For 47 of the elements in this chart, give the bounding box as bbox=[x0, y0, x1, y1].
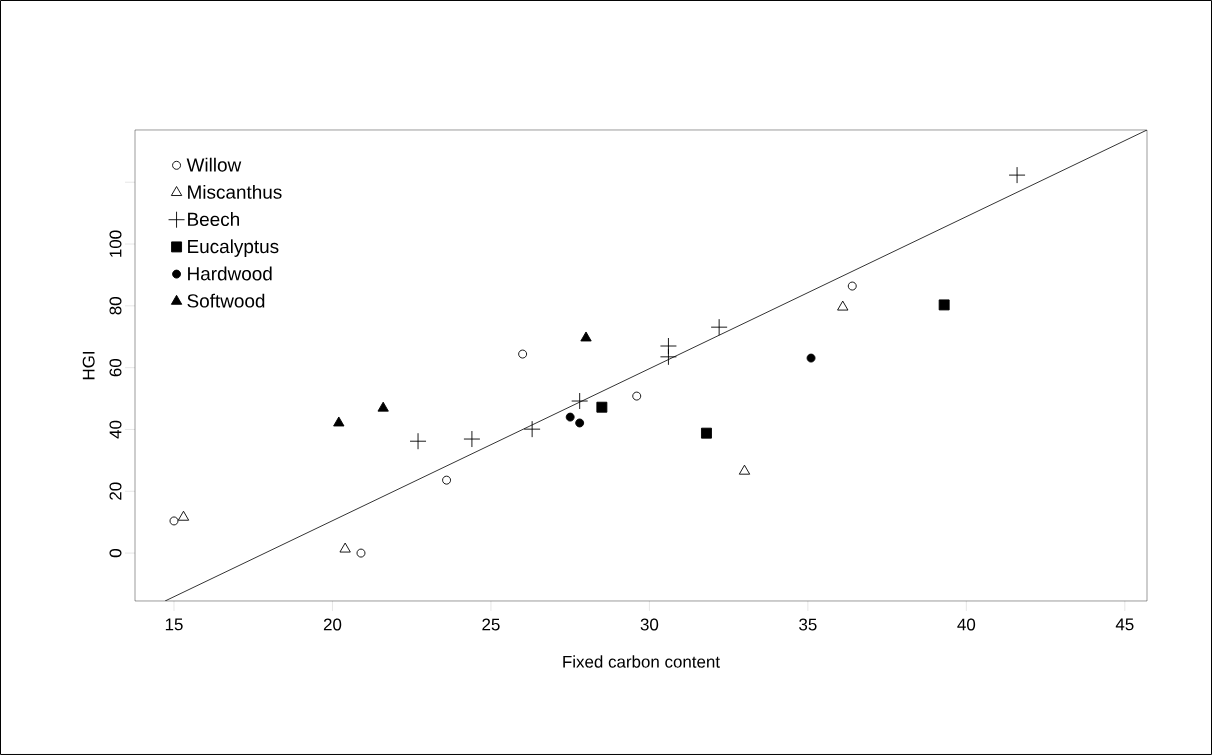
point bbox=[710, 318, 728, 336]
point bbox=[333, 416, 345, 427]
point bbox=[837, 300, 849, 311]
x-tick-label: 15 bbox=[165, 618, 183, 631]
point bbox=[806, 353, 816, 363]
point bbox=[847, 281, 857, 291]
point bbox=[565, 412, 575, 422]
y-tick-label: 60 bbox=[109, 358, 122, 377]
point bbox=[701, 427, 712, 439]
point bbox=[659, 348, 677, 366]
x-tick-label: 20 bbox=[323, 618, 342, 631]
legend-label: Willow bbox=[186, 157, 242, 172]
y-axis-title: HGI bbox=[82, 351, 95, 380]
point bbox=[442, 475, 452, 485]
point bbox=[632, 391, 642, 401]
legend-label: Beech bbox=[188, 212, 239, 227]
point bbox=[518, 349, 528, 359]
x-tick-label: 40 bbox=[957, 618, 976, 631]
point bbox=[463, 430, 481, 448]
x-tick-label: 35 bbox=[799, 618, 817, 631]
point bbox=[169, 516, 179, 526]
point bbox=[339, 542, 351, 553]
point bbox=[1008, 166, 1026, 184]
x-tick-label: 45 bbox=[1115, 618, 1134, 631]
y-tick-label: 100 bbox=[109, 230, 122, 257]
point bbox=[575, 418, 585, 428]
point bbox=[738, 464, 751, 475]
y-tick-label: 0 bbox=[109, 549, 122, 558]
point bbox=[409, 432, 427, 450]
point bbox=[356, 548, 366, 558]
point bbox=[580, 331, 592, 342]
x-axis-title: Fixed carbon content bbox=[563, 655, 720, 668]
legend-label: Miscanthus bbox=[188, 184, 282, 199]
point bbox=[938, 299, 950, 311]
legend-label: Hardwood bbox=[188, 266, 272, 281]
point bbox=[571, 392, 589, 410]
point bbox=[177, 510, 190, 521]
legend-label: Softwood bbox=[187, 293, 265, 308]
point bbox=[377, 401, 389, 412]
x-tick-label: 30 bbox=[640, 618, 659, 631]
point bbox=[596, 401, 608, 413]
y-tick-label: 20 bbox=[109, 482, 122, 500]
x-tick-label: 25 bbox=[482, 618, 500, 631]
legend-label: Eucalyptus bbox=[188, 239, 279, 257]
point bbox=[523, 420, 541, 438]
y-tick-label: 40 bbox=[109, 420, 122, 439]
y-tick-label: 80 bbox=[109, 297, 122, 315]
